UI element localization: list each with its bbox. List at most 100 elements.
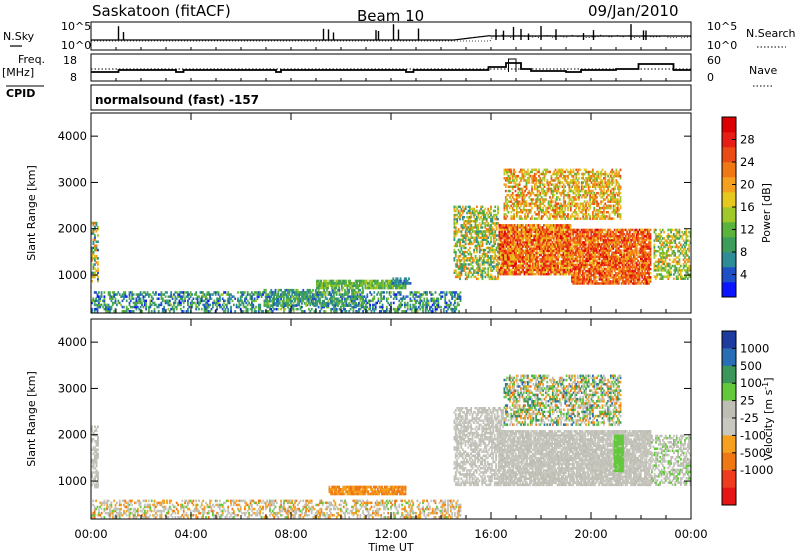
heatmap-cell xyxy=(481,277,484,281)
heatmap-cell xyxy=(372,299,374,303)
heatmap-cell xyxy=(375,284,378,287)
heatmap-cell xyxy=(495,277,498,281)
heatmap-cell xyxy=(174,305,177,309)
heatmap-cell xyxy=(508,230,511,233)
heatmap-cell xyxy=(558,251,561,255)
heatmap-cell xyxy=(477,267,480,270)
heatmap-cell xyxy=(198,303,200,307)
heatmap-cell xyxy=(554,249,557,253)
heatmap-cell xyxy=(117,301,120,305)
heatmap-cell xyxy=(573,276,576,279)
heatmap-cell xyxy=(494,255,497,258)
heatmap-cell xyxy=(543,224,545,227)
heatmap-cell xyxy=(466,228,468,231)
heatmap-cell xyxy=(631,239,634,242)
heatmap-cell xyxy=(480,273,482,276)
heatmap-cell xyxy=(502,266,505,269)
heatmap-cell xyxy=(598,259,601,263)
heatmap-cell xyxy=(280,307,282,311)
heatmap-cell xyxy=(354,279,357,283)
heatmap-cell xyxy=(516,255,519,259)
heatmap-cell xyxy=(537,232,540,236)
heatmap-cell xyxy=(353,304,356,307)
heatmap-cell xyxy=(324,286,327,290)
heatmap-cell xyxy=(106,303,109,307)
heatmap-cell xyxy=(184,297,186,300)
heatmap-cell xyxy=(181,295,184,298)
heatmap-cell xyxy=(557,268,559,272)
heatmap-cell xyxy=(617,278,620,281)
heatmap-cell xyxy=(336,282,339,285)
heatmap-cell xyxy=(541,255,544,259)
heatmap-cell xyxy=(266,295,269,298)
heatmap-cell xyxy=(477,213,480,217)
heatmap-cell xyxy=(470,275,473,279)
heatmap-cell xyxy=(520,241,523,244)
heatmap-cell xyxy=(550,268,552,272)
heatmap-cell xyxy=(590,278,593,281)
heatmap-cell xyxy=(298,302,300,305)
heatmap-cell xyxy=(519,262,522,265)
heatmap-cell xyxy=(398,303,401,307)
heatmap-cell xyxy=(608,239,610,242)
heatmap-cell xyxy=(575,255,577,258)
heatmap-cell xyxy=(239,295,242,298)
heatmap-cell xyxy=(245,301,248,305)
heatmap-cell xyxy=(464,246,467,250)
heatmap-cell xyxy=(497,217,499,221)
heatmap-cell xyxy=(305,297,307,301)
heatmap-cell xyxy=(135,299,138,303)
heatmap-cell xyxy=(628,265,631,269)
heatmap-cell xyxy=(543,228,545,231)
heatmap-cell xyxy=(237,305,239,309)
heatmap-cell xyxy=(628,274,631,277)
heatmap-cell xyxy=(474,232,477,235)
heatmap-cell xyxy=(270,288,273,292)
heatmap-cell xyxy=(594,241,597,244)
heatmap-cell xyxy=(630,280,633,283)
heatmap-cell xyxy=(109,293,111,296)
heatmap-cell xyxy=(583,243,586,246)
heatmap-cell xyxy=(404,310,406,313)
heatmap-cell xyxy=(284,291,287,294)
heatmap-cell xyxy=(477,259,480,262)
heatmap-cell xyxy=(470,252,473,256)
heatmap-cell xyxy=(326,288,328,292)
heatmap-cell xyxy=(454,242,457,246)
heatmap-cell xyxy=(296,299,299,303)
heatmap-cell xyxy=(573,230,576,234)
heatmap-cell xyxy=(622,278,624,281)
heatmap-cell xyxy=(426,303,428,307)
heatmap-cell xyxy=(611,255,613,258)
heatmap-cell xyxy=(526,232,529,236)
heatmap-cell xyxy=(410,307,413,311)
heatmap-cell xyxy=(545,247,548,250)
heatmap-cell xyxy=(602,282,605,285)
heatmap-cell xyxy=(573,243,576,246)
heatmap-cell xyxy=(604,267,606,271)
heatmap-cell xyxy=(527,260,530,263)
heatmap-cell xyxy=(627,269,630,273)
heatmap-cell xyxy=(506,239,509,242)
heatmap-cell xyxy=(533,258,536,261)
heatmap-cell xyxy=(95,230,98,233)
heatmap-cell xyxy=(600,272,602,275)
heatmap-cell xyxy=(488,248,491,252)
heatmap-cell xyxy=(597,272,599,275)
heatmap-cell xyxy=(323,305,326,309)
heatmap-cell xyxy=(591,269,594,273)
heatmap-cell xyxy=(605,251,608,254)
heatmap-cell xyxy=(569,251,572,255)
heatmap-cell xyxy=(95,261,98,264)
heatmap-cell xyxy=(363,307,366,311)
heatmap-cell xyxy=(453,213,456,217)
heatmap-cell xyxy=(523,251,526,255)
heatmap-cell xyxy=(409,303,412,307)
heatmap-cell xyxy=(544,268,547,272)
heatmap-cell xyxy=(487,259,490,262)
power-heatmap xyxy=(91,168,692,313)
heatmap-cell xyxy=(597,234,599,238)
heatmap-cell xyxy=(511,251,513,255)
heatmap-cell xyxy=(512,241,515,244)
heatmap-cell xyxy=(583,265,586,269)
